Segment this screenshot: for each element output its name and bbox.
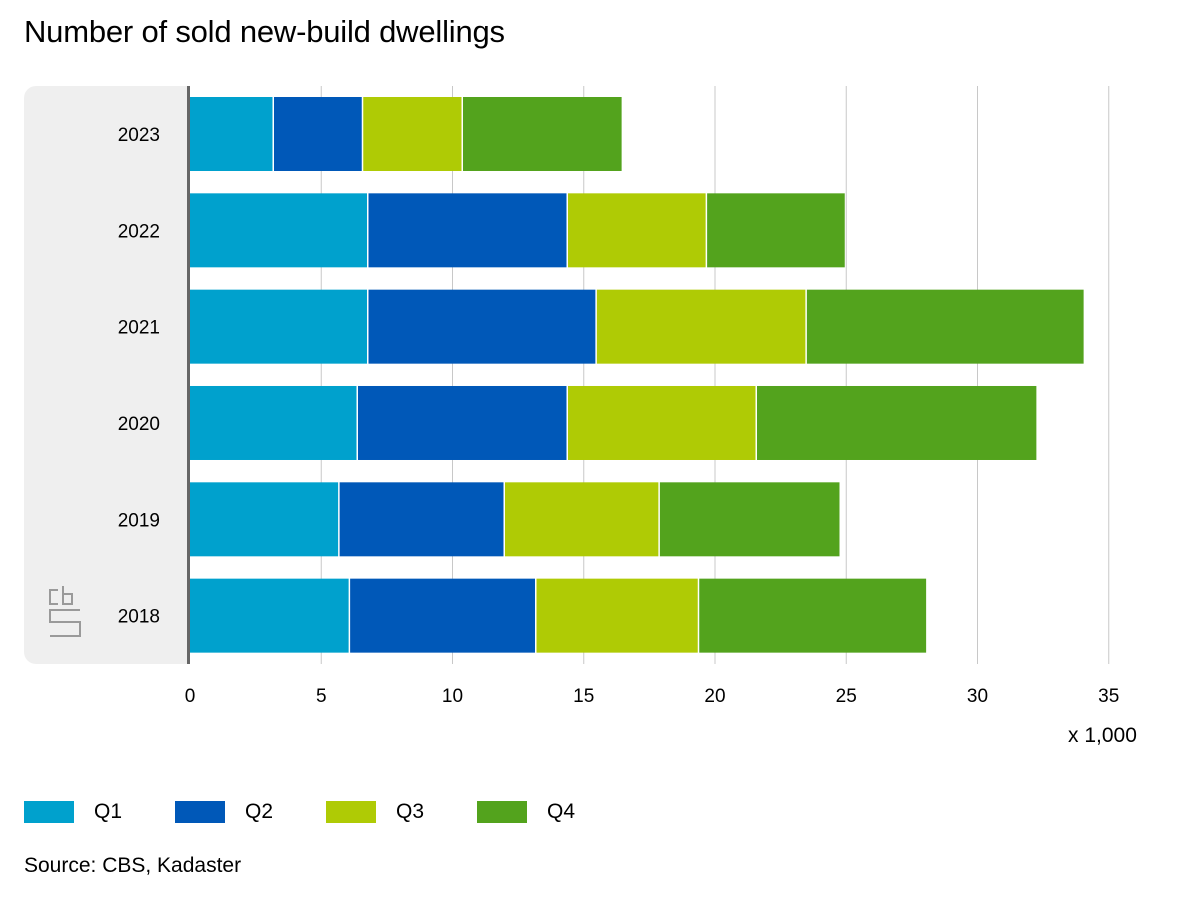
legend-item: Q4 bbox=[477, 800, 628, 824]
category-panel bbox=[24, 86, 214, 664]
x-tick-label: 35 bbox=[1098, 686, 1119, 707]
x-tick-label: 15 bbox=[573, 686, 594, 707]
legend-swatch bbox=[24, 801, 74, 823]
bar-segment-q1-2023 bbox=[190, 97, 273, 171]
bar-segment-q3-2019 bbox=[505, 482, 659, 557]
legend-swatch bbox=[175, 801, 225, 823]
y-category-label: 2020 bbox=[118, 414, 160, 435]
legend-label: Q4 bbox=[547, 800, 576, 823]
y-category-label: 2022 bbox=[118, 221, 160, 242]
legend-label: Q1 bbox=[94, 800, 123, 823]
cbs-logo-icon bbox=[49, 586, 81, 637]
y-category-label: 2018 bbox=[118, 607, 160, 628]
bar-segment-q3-2020 bbox=[568, 385, 756, 460]
legend-item: Q3 bbox=[326, 800, 477, 824]
y-axis-labels: 2023 2022 2021 2020 2019 2018 bbox=[118, 125, 160, 628]
y-category-label: 2019 bbox=[118, 510, 160, 531]
legend-label: Q2 bbox=[245, 800, 274, 823]
legend-item: Q1 bbox=[24, 800, 175, 824]
bar-segment-q2-2019 bbox=[339, 482, 504, 557]
legend-label: Q3 bbox=[396, 800, 425, 823]
bars bbox=[190, 97, 1084, 653]
bar-segment-q2-2020 bbox=[358, 385, 567, 460]
bar-segment-q4-2019 bbox=[659, 482, 840, 557]
bar-segment-q3-2022 bbox=[568, 193, 706, 268]
bar-segment-q2-2018 bbox=[350, 578, 535, 653]
legend-swatch bbox=[477, 801, 527, 823]
bar-segment-q4-2021 bbox=[806, 289, 1084, 364]
y-category-label: 2021 bbox=[118, 318, 160, 339]
chart-title: Number of sold new-build dwellings bbox=[24, 14, 505, 49]
bar-segment-q3-2023 bbox=[363, 97, 462, 171]
legend: Q1 Q2 Q3 Q4 bbox=[24, 800, 628, 824]
y-category-label: 2023 bbox=[118, 125, 160, 146]
x-tick-label: 30 bbox=[967, 686, 988, 707]
bar-segment-q2-2022 bbox=[368, 193, 567, 268]
x-tick-label: 20 bbox=[704, 686, 725, 707]
bar-segment-q2-2021 bbox=[368, 289, 596, 364]
bar-segment-q1-2022 bbox=[190, 193, 367, 268]
bar-segment-q1-2019 bbox=[190, 482, 339, 557]
bar-segment-q4-2023 bbox=[463, 97, 622, 171]
bar-segment-q3-2018 bbox=[536, 578, 698, 653]
x-tick-label: 10 bbox=[442, 686, 463, 707]
bar-segment-q1-2020 bbox=[190, 385, 357, 460]
bar-segment-q1-2021 bbox=[190, 289, 367, 364]
plot-background bbox=[188, 86, 1118, 664]
bar-segment-q4-2018 bbox=[699, 578, 927, 653]
bar-segment-q1-2018 bbox=[190, 578, 349, 653]
bar-segment-q4-2020 bbox=[757, 385, 1037, 460]
legend-swatch bbox=[326, 801, 376, 823]
x-tick-label: 5 bbox=[316, 686, 327, 707]
x-axis-tick-labels: 0 5 10 15 20 25 30 35 bbox=[185, 686, 1120, 707]
x-axis-unit-label: x 1,000 bbox=[1068, 724, 1137, 747]
bar-segment-q3-2021 bbox=[596, 289, 806, 364]
grid-lines bbox=[320, 86, 1110, 664]
x-tick-label: 0 bbox=[185, 686, 196, 707]
legend-item: Q2 bbox=[175, 800, 326, 824]
bar-segment-q4-2022 bbox=[707, 193, 845, 268]
source-note: Source: CBS, Kadaster bbox=[24, 854, 242, 877]
x-tick-label: 25 bbox=[836, 686, 857, 707]
bar-segment-q2-2023 bbox=[274, 97, 362, 171]
